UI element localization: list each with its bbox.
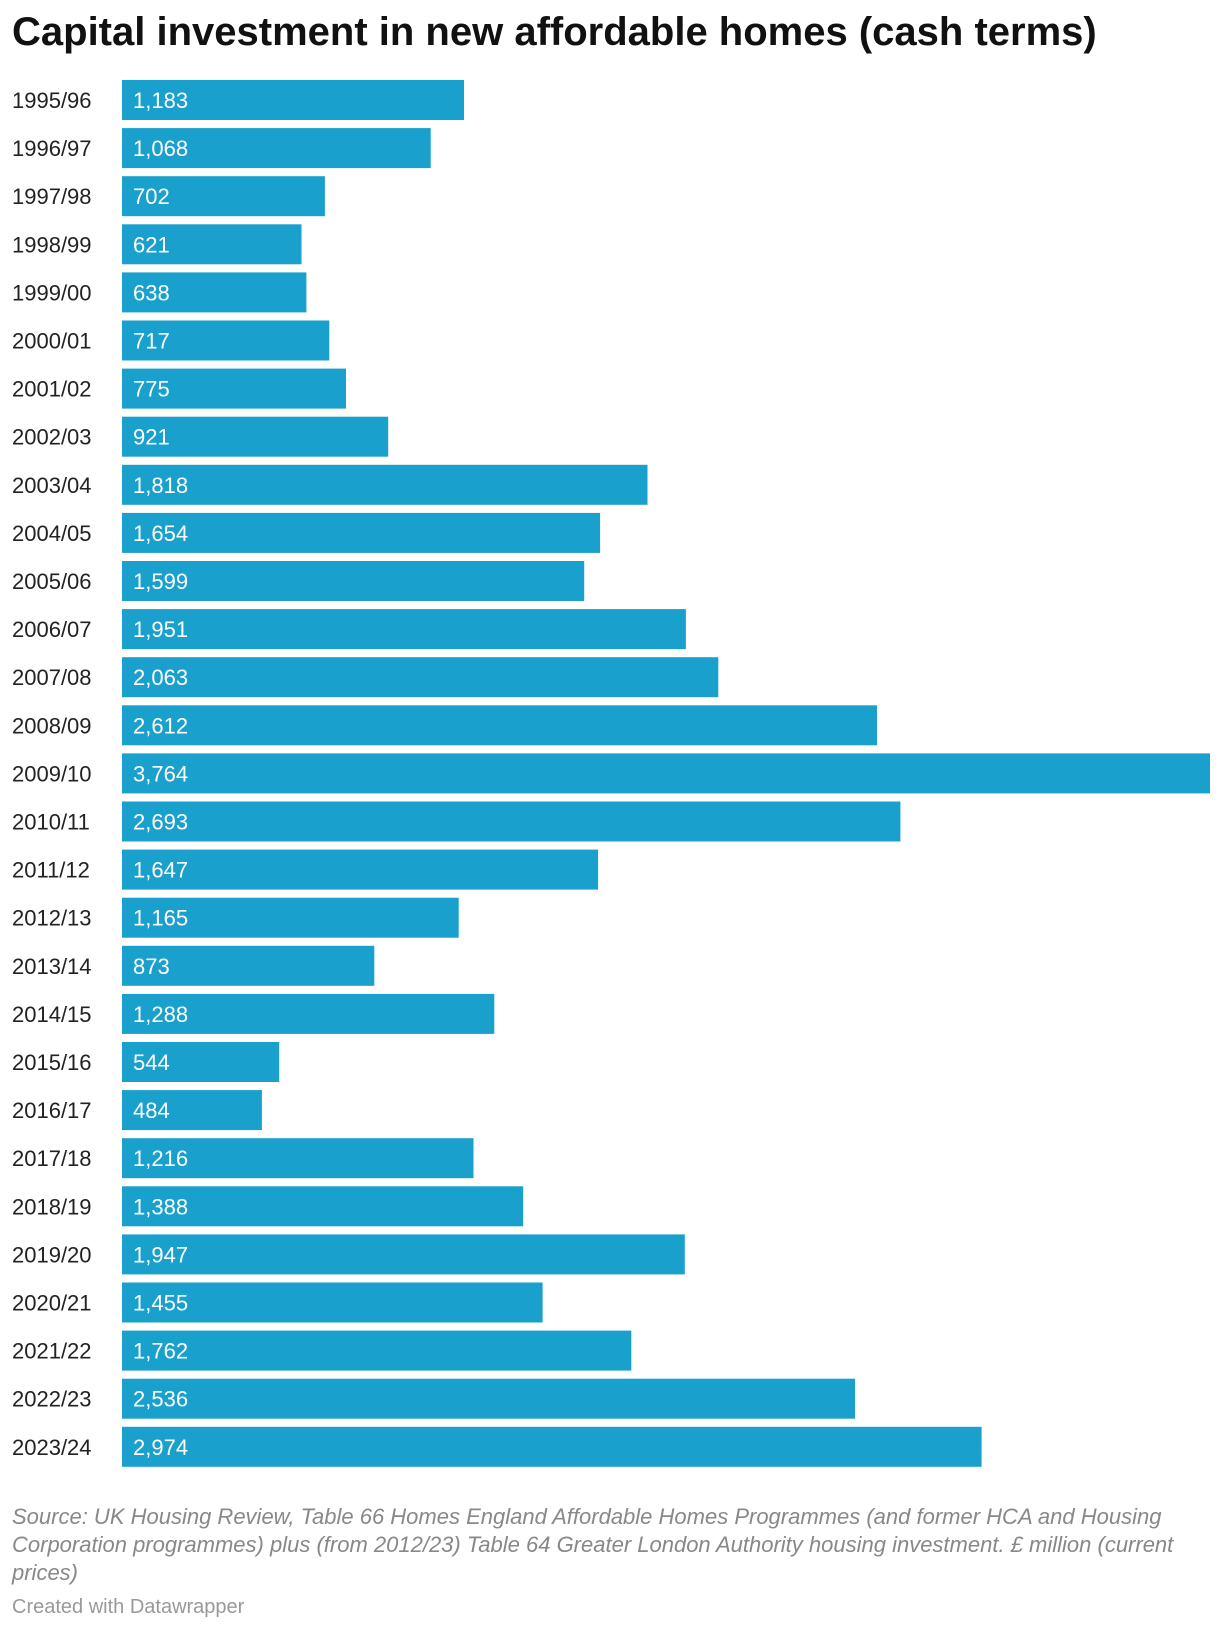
bar[interactable] (122, 80, 464, 120)
bar[interactable] (122, 753, 1210, 794)
bar[interactable] (122, 128, 431, 169)
category-label: 2010/11 (12, 810, 90, 835)
value-label: 1,762 (133, 1339, 188, 1364)
value-label: 484 (133, 1098, 170, 1123)
category-label: 2000/01 (12, 329, 92, 354)
category-label: 2020/21 (12, 1291, 92, 1316)
bar[interactable] (122, 945, 375, 986)
bar[interactable] (122, 849, 599, 890)
bar[interactable] (122, 512, 601, 553)
bar[interactable] (122, 705, 877, 746)
category-label: 1997/98 (12, 184, 92, 209)
bar[interactable] (122, 176, 325, 217)
value-label: 2,974 (133, 1435, 188, 1460)
value-label: 1,216 (133, 1146, 188, 1171)
value-label: 873 (133, 954, 170, 979)
value-label: 1,818 (133, 473, 188, 498)
value-label: 2,612 (133, 713, 188, 738)
category-label: 2005/06 (12, 569, 92, 594)
category-label: 2001/02 (12, 377, 92, 402)
category-label: 2002/03 (12, 425, 92, 450)
value-label: 1,388 (133, 1194, 188, 1219)
value-label: 2,693 (133, 810, 188, 835)
category-label: 2004/05 (12, 521, 92, 546)
category-label: 2016/17 (12, 1098, 92, 1123)
bar[interactable] (122, 993, 495, 1034)
value-label: 1,947 (133, 1242, 188, 1267)
value-label: 1,951 (133, 617, 188, 642)
category-label: 2009/10 (12, 761, 92, 786)
bar[interactable] (122, 609, 686, 650)
category-label: 2008/09 (12, 713, 92, 738)
category-label: 2006/07 (12, 617, 92, 642)
category-label: 2007/08 (12, 665, 92, 690)
value-label: 544 (133, 1050, 170, 1075)
value-label: 1,165 (133, 906, 188, 931)
category-label: 2019/20 (12, 1242, 92, 1267)
source-notes: Source: UK Housing Review, Table 66 Home… (12, 1504, 1174, 1585)
bar[interactable] (122, 1138, 474, 1179)
credit-link[interactable]: Created with Datawrapper (12, 1596, 245, 1618)
bar[interactable] (122, 416, 389, 457)
value-label: 1,068 (133, 136, 188, 161)
category-label: 1998/99 (12, 232, 92, 257)
bar[interactable] (122, 801, 901, 842)
category-label: 2003/04 (12, 473, 92, 498)
value-label: 2,536 (133, 1387, 188, 1412)
value-label: 1,288 (133, 1002, 188, 1027)
bar[interactable] (122, 1426, 982, 1467)
category-label: 2021/22 (12, 1339, 92, 1364)
category-label: 2011/12 (12, 858, 90, 883)
bar[interactable] (122, 1330, 632, 1371)
bar[interactable] (122, 272, 307, 313)
value-label: 1,599 (133, 569, 188, 594)
chart-title: Capital investment in new affordable hom… (12, 10, 1097, 54)
bar[interactable] (122, 897, 459, 938)
bar-chart: 1995/96 1,183 1996/97 1,068 1997/98 702 1998/9… (12, 80, 1210, 1467)
category-label: 2018/19 (12, 1194, 92, 1219)
category-label: 1995/96 (12, 88, 92, 113)
category-label: 2013/14 (12, 954, 92, 979)
value-label: 2,063 (133, 665, 188, 690)
category-label: 2022/23 (12, 1387, 92, 1412)
category-label: 2017/18 (12, 1146, 92, 1171)
bar[interactable] (122, 657, 719, 698)
bar[interactable] (122, 320, 330, 361)
bar[interactable] (122, 1282, 543, 1323)
value-label: 3,764 (133, 761, 188, 786)
category-label: 2023/24 (12, 1435, 92, 1460)
value-label: 1,183 (133, 88, 188, 113)
bar[interactable] (122, 368, 346, 409)
category-label: 1999/00 (12, 280, 92, 305)
bar[interactable] (122, 464, 648, 505)
bar[interactable] (122, 561, 585, 601)
bar[interactable] (122, 1090, 262, 1131)
value-label: 1,455 (133, 1291, 188, 1316)
category-label: 2014/15 (12, 1002, 92, 1027)
bar[interactable] (122, 1378, 855, 1419)
category-label: 1996/97 (12, 136, 92, 161)
value-label: 1,654 (133, 521, 188, 546)
value-label: 702 (133, 184, 170, 209)
bar[interactable] (122, 1042, 280, 1082)
value-label: 717 (133, 329, 170, 354)
value-label: 1,647 (133, 858, 188, 883)
bar[interactable] (122, 224, 302, 265)
category-label: 2015/16 (12, 1050, 92, 1075)
value-label: 638 (133, 280, 170, 305)
bar[interactable] (122, 1186, 524, 1227)
value-label: 921 (133, 425, 170, 450)
category-label: 2012/13 (12, 906, 92, 931)
value-label: 775 (133, 377, 170, 402)
value-label: 621 (133, 232, 170, 257)
bar[interactable] (122, 1234, 685, 1275)
